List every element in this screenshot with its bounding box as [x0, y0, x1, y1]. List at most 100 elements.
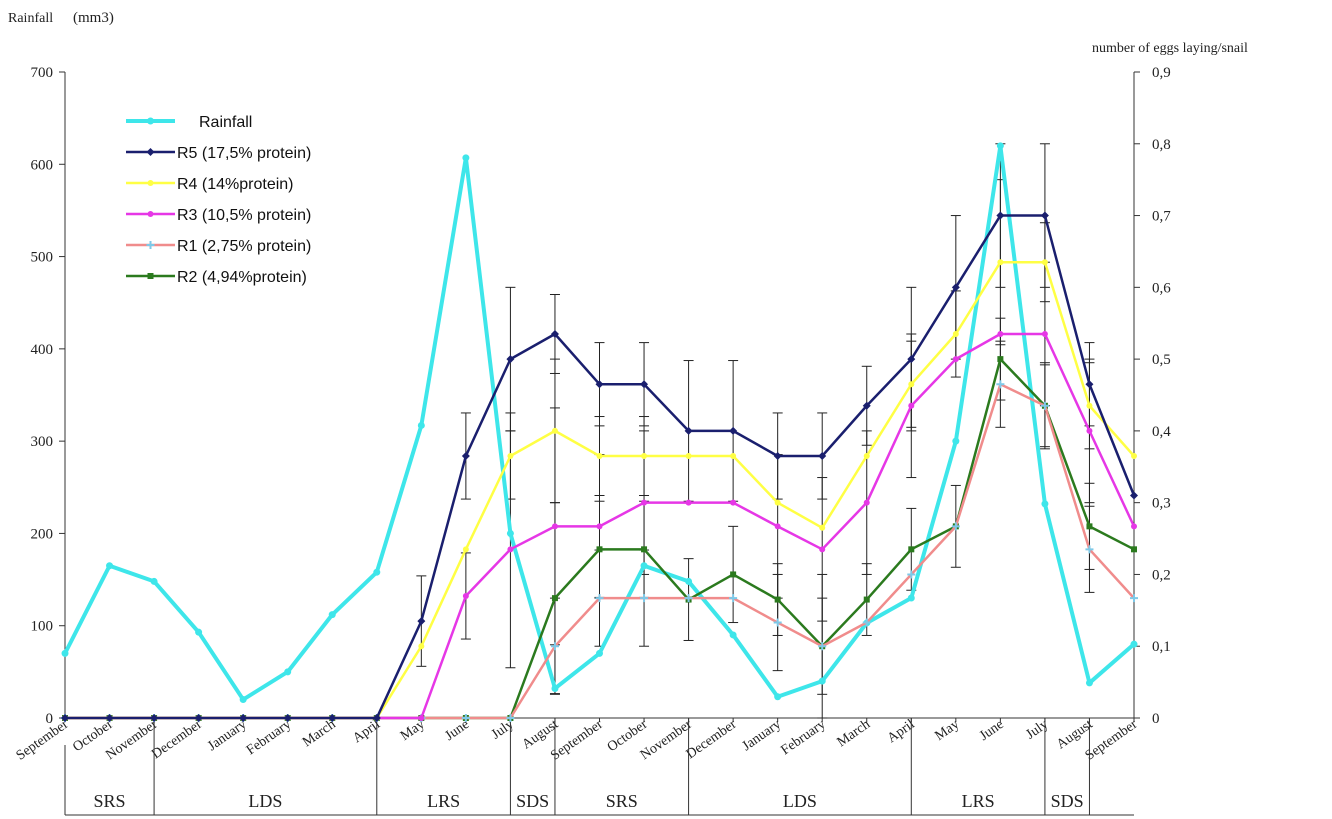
- series-point: [907, 355, 916, 364]
- series-point: [819, 524, 826, 531]
- series-point: [774, 596, 781, 603]
- x-tick-label: July: [1023, 717, 1051, 743]
- series-point: [908, 546, 915, 553]
- rainfall-point: [551, 684, 559, 692]
- rainfall-point: [195, 628, 203, 636]
- series-point: [862, 401, 871, 410]
- series-point: [863, 596, 870, 603]
- x-tick-label: May: [398, 717, 428, 744]
- rainfall-point: [150, 577, 158, 585]
- series-point: [684, 594, 693, 603]
- rainfall-series: [61, 142, 1138, 704]
- series-point: [640, 380, 649, 389]
- series-point: [685, 499, 692, 506]
- series-point: [1130, 594, 1138, 603]
- series-point: [418, 643, 425, 650]
- rainfall-point: [640, 562, 648, 570]
- left-tick-label: 300: [31, 434, 54, 450]
- series-point: [684, 426, 693, 435]
- left-axis-unit: (mm3): [73, 10, 114, 26]
- series-point: [461, 452, 470, 461]
- right-tick-label: 0,3: [1152, 496, 1171, 512]
- series-point: [150, 714, 159, 722]
- series-point: [1086, 402, 1093, 409]
- rainfall-point: [1041, 500, 1049, 508]
- series-point: [996, 380, 1005, 389]
- rainfall-point: [729, 631, 737, 639]
- series-point: [507, 546, 514, 553]
- series-point: [461, 714, 470, 722]
- rainfall-point: [417, 421, 425, 429]
- legend-marker: [147, 211, 154, 217]
- x-tick-label: December: [684, 717, 740, 762]
- series-point: [328, 714, 337, 722]
- right-tick-label: 0,1: [1152, 639, 1171, 655]
- right-tick-label: 0: [1152, 711, 1160, 727]
- legend-label: Rainfall: [199, 114, 252, 131]
- series-point: [550, 329, 559, 338]
- right-tick-label: 0,9: [1152, 65, 1171, 81]
- x-tick-label: June: [977, 717, 1007, 744]
- series-point: [596, 546, 603, 553]
- series-point: [1040, 401, 1049, 410]
- series-point: [551, 427, 558, 434]
- series-point: [730, 571, 737, 578]
- series-point: [239, 714, 248, 722]
- series-point: [862, 618, 871, 627]
- series-point: [506, 355, 515, 364]
- series-point: [1131, 546, 1137, 553]
- rainfall-point: [328, 611, 336, 619]
- series-point: [640, 594, 649, 603]
- series-point: [908, 402, 915, 409]
- legend-item: R3 (10,5% protein): [126, 207, 311, 224]
- series-point: [729, 594, 738, 603]
- left-tick-label: 200: [31, 526, 54, 542]
- legend-label: R1 (2,75% protein): [177, 238, 311, 255]
- series-point: [1040, 211, 1049, 220]
- right-tick-label: 0,2: [1152, 567, 1171, 583]
- series-point: [1131, 523, 1137, 530]
- rainfall-point: [106, 562, 114, 570]
- series-point: [641, 453, 648, 460]
- x-tick-label: January: [740, 717, 784, 754]
- series-point: [1085, 545, 1094, 554]
- series-point: [372, 714, 381, 722]
- season-label: LRS: [962, 791, 995, 811]
- rainfall-point: [818, 677, 826, 685]
- rainfall-point: [284, 668, 292, 676]
- legend-label: R5 (17,5% protein): [177, 145, 311, 162]
- series-point: [997, 330, 1004, 337]
- rainfall-point: [907, 594, 915, 602]
- series-point: [595, 594, 604, 603]
- x-tick-label: May: [932, 717, 962, 744]
- rainfall-point: [239, 696, 247, 704]
- legend-marker: [146, 241, 155, 249]
- x-tick-label: January: [205, 717, 249, 754]
- x-tick-label: June: [443, 717, 473, 744]
- rainfall-point: [1130, 640, 1138, 648]
- season-label: LRS: [427, 791, 460, 811]
- series-point: [773, 452, 782, 461]
- rainfall-point: [462, 154, 470, 162]
- x-tick-label: February: [778, 717, 828, 758]
- series-r5: [61, 211, 1138, 722]
- right-tick-label: 0,7: [1152, 209, 1171, 225]
- legend-item: Rainfall: [126, 114, 252, 131]
- series-point: [997, 259, 1004, 266]
- series-point: [550, 642, 559, 651]
- series-point: [551, 595, 558, 602]
- season-label: SRS: [94, 791, 126, 811]
- series-point: [774, 499, 781, 506]
- series-point: [996, 211, 1005, 220]
- rainfall-point: [952, 437, 960, 445]
- series-point: [818, 642, 827, 651]
- series-point: [283, 714, 292, 722]
- series-point: [907, 570, 916, 579]
- rainfall-point: [61, 649, 69, 657]
- series-point: [1086, 523, 1093, 530]
- legend-label: R3 (10,5% protein): [177, 207, 311, 224]
- rainfall-point: [373, 568, 381, 576]
- rainfall-point: [506, 529, 514, 537]
- series-point: [417, 617, 426, 626]
- x-tick-label: February: [244, 717, 294, 758]
